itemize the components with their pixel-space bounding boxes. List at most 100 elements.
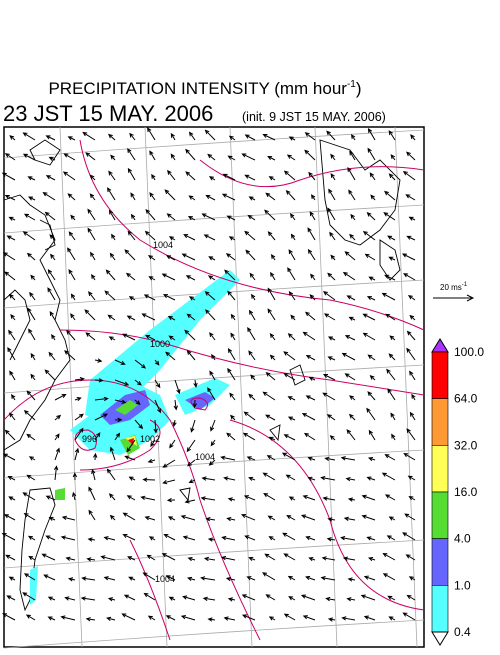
wind-arrow [348,413,356,421]
wind-arrow [22,592,36,601]
wind-arrow [369,172,376,181]
wind-arrow [49,234,56,241]
wind-arrow [147,255,156,261]
wind-arrow [367,147,376,161]
wind-arrow [384,190,396,201]
wind-arrow [346,295,356,301]
wind-arrow [170,153,176,161]
colorbar-label: 16.0 [454,485,478,499]
wind-arrow [386,368,396,381]
wind-arrow [366,536,376,541]
wind-arrow [367,456,376,462]
wind-arrow [382,573,396,581]
wind-arrow [327,336,336,341]
isobar-label: 1002 [140,434,160,444]
wind-arrow [349,395,356,401]
wind-arrow [267,155,276,161]
wind-arrow [65,556,76,561]
wind-arrow [114,417,123,423]
wind-arrow [114,359,126,365]
wind-arrow [30,373,36,381]
wind-arrow [142,572,156,581]
wind-arrow [241,594,256,601]
wind-arrow [307,476,316,481]
wind-arrow [248,350,256,361]
wind-arrow [207,275,216,281]
wind-arrow [63,153,76,161]
wind-arrow [164,189,176,201]
wind-arrow [283,373,296,381]
valid-time: 23 JST 15 MAY. 2006 [3,101,213,126]
colorbar-segment [431,538,449,586]
wind-arrow [346,597,356,602]
wind-arrow [26,433,36,441]
wind-arrow [266,455,276,461]
wind-arrow [406,347,416,361]
wind-arrow [166,497,176,503]
wind-arrow [53,465,59,481]
wind-arrow [268,176,276,181]
wind-arrow [225,576,236,582]
title: PRECIPITATION INTENSITY (mm hour-1) [48,79,361,98]
wind-arrow [108,170,116,181]
meridian [144,126,168,648]
wind-arrow [87,208,96,221]
wind-arrow [108,209,116,221]
wind-arrow [327,517,336,522]
wind-arrow [320,475,336,481]
wind-arrow [346,429,356,441]
wind-arrow [320,576,336,581]
wind-arrow [390,412,396,421]
wind-arrow [88,509,96,521]
wind-arrow [23,213,36,221]
wind-arrow [281,452,296,461]
wind-arrow [381,472,396,481]
wind-arrow [223,616,236,621]
wind-arrow [30,352,36,361]
wind-arrow [205,194,216,201]
wind-arrow [344,251,356,261]
wind-arrow [183,234,196,241]
wind-arrow [144,516,156,521]
wind-arrow [6,235,16,241]
wind-arrow [390,154,396,161]
wind-arrow [71,491,77,501]
wind-arrow [84,309,96,321]
wind-arrow [207,387,216,401]
wind-arrow [47,287,56,301]
wind-arrow [28,555,36,561]
wind-arrow [181,253,196,261]
wind-arrow [404,513,416,521]
wind-arrow [249,272,256,281]
wind-arrow [267,231,276,241]
wind-arrow [43,574,56,581]
wind-arrow [124,455,136,461]
wind-arrow [406,330,416,341]
wind-arrow [251,293,256,301]
wind-arrow [227,497,236,502]
wind-arrow [326,414,336,421]
wind-arrow [246,576,256,581]
wind-arrow [342,556,356,561]
wind-arrow [5,554,16,561]
wind-arrow [2,252,16,261]
wind-arrow [324,456,336,462]
wind-arrow [109,514,116,521]
precip-moderate [185,392,215,410]
wind-arrow [163,534,176,541]
wind-arrow [107,597,116,602]
wind-arrow [23,513,36,521]
wind-arrow [134,359,147,369]
wind-arrow [54,414,62,421]
wind-arrow [1,172,16,181]
wind-arrow [22,153,36,161]
wind-arrow [128,576,136,581]
wind-arrow [182,535,196,541]
wind-arrow [51,334,56,341]
colorbar-under [431,631,449,646]
wind-arrow [308,171,316,181]
wind-arrow [305,354,316,361]
wind-arrow [9,135,16,141]
wind-arrow [26,252,36,261]
wind-arrow [165,575,176,581]
